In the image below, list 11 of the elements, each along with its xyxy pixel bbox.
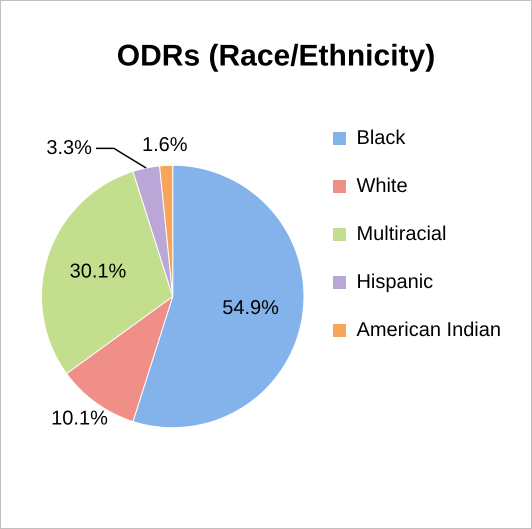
data-label: 3.3% [46,136,92,159]
data-label: 1.6% [142,134,188,156]
data-label: 10.1% [51,408,108,430]
data-label: 30.1% [70,260,126,282]
legend-label: Black [356,127,406,150]
legend-label: American Indian [356,319,502,342]
legend-label: Multiracial [356,223,447,246]
legend-label: Hispanic [356,271,434,294]
legend-label: White [356,175,408,198]
chart-title: ODRs (Race/Ethnicity) [116,39,436,72]
data-label: 54.9% [222,297,280,320]
